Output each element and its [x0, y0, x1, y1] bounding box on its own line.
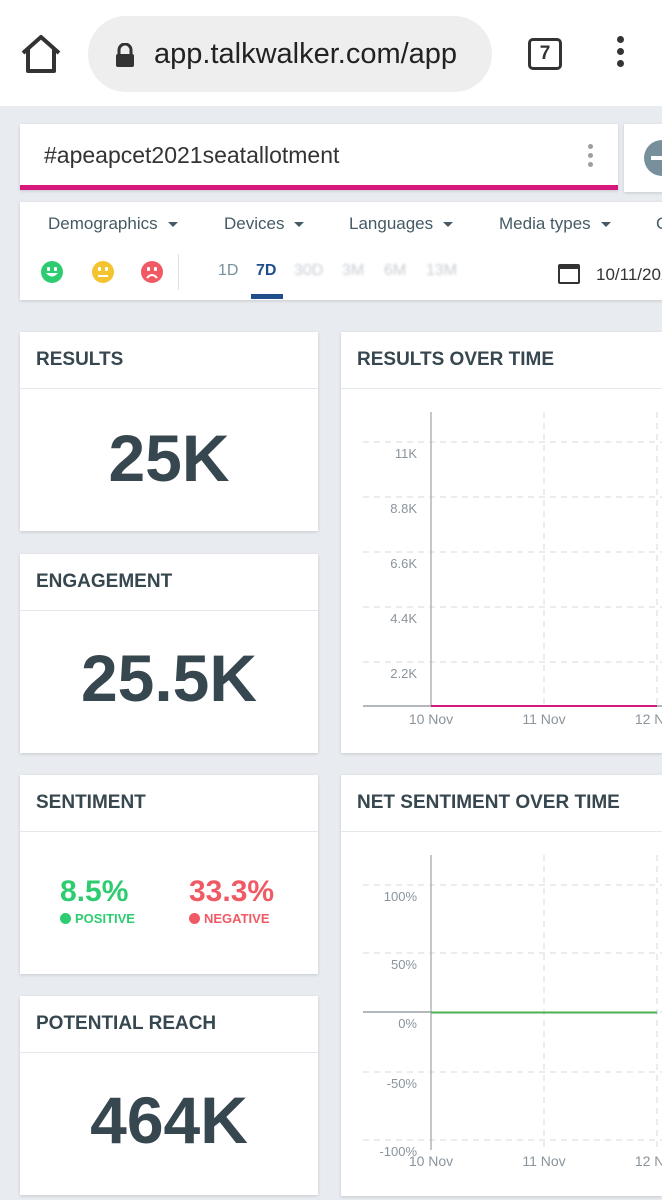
period-6m[interactable]: 6M — [384, 262, 407, 279]
search-query-text[interactable]: #apeapcet2021seatallotment — [44, 142, 340, 168]
results-title: RESULTS — [36, 349, 124, 370]
period-7d[interactable]: 7D — [256, 262, 277, 279]
engagement-value: 25.5K — [80, 641, 258, 715]
negative-value: 33.3% — [189, 875, 275, 908]
positive-label: POSITIVE — [60, 911, 135, 926]
lock-icon — [116, 43, 134, 67]
y-tick-label: -100% — [379, 1144, 417, 1159]
results-over-time-card: RESULTS OVER TIME 2.2K 4.4K 6.6K 8.8K 11K 10 … — [341, 332, 662, 753]
date-range[interactable]: 10/11/2021 — [596, 265, 662, 284]
period-1d[interactable]: 1D — [218, 262, 239, 279]
negative-face-icon[interactable] — [141, 261, 163, 283]
calendar-icon[interactable] — [558, 264, 580, 284]
potential-reach-card: POTENTIAL REACH 464K — [20, 996, 318, 1195]
positive-value: 8.5% — [60, 875, 129, 908]
results-chart-title: RESULTS OVER TIME — [357, 349, 555, 370]
reach-title: POTENTIAL REACH — [36, 1013, 217, 1034]
query-options-icon[interactable] — [588, 144, 596, 171]
y-tick-label: 4.4K — [390, 611, 417, 626]
search-query-card[interactable]: #apeapcet2021seatallotment — [20, 124, 618, 190]
y-tick-label: 2.2K — [390, 666, 417, 681]
period-13m[interactable]: 13M — [426, 262, 458, 279]
net-sentiment-over-time-card: NET SENTIMENT OVER TIME -100% -50% 0% 50% 10… — [341, 775, 662, 1196]
x-tick-label: 10 Nov — [409, 1153, 453, 1169]
y-tick-label: 0% — [398, 1016, 417, 1031]
browser-toolbar: app.talkwalker.com/app 7 — [0, 0, 662, 106]
chevron-down-icon — [443, 222, 454, 228]
add-icon — [644, 140, 662, 176]
y-tick-label: 100% — [384, 889, 418, 904]
y-tick-label: 11K — [395, 446, 417, 461]
filter-media-types[interactable]: Media types — [499, 214, 611, 234]
filter-demographics[interactable]: Demographics — [48, 214, 178, 234]
filter-devices[interactable]: Devices — [224, 214, 305, 234]
filter-more[interactable]: C — [656, 214, 662, 234]
chevron-down-icon — [167, 222, 178, 228]
positive-face-icon[interactable] — [41, 261, 63, 283]
results-value: 25K — [108, 421, 230, 495]
net-sentiment-chart-title: NET SENTIMENT OVER TIME — [357, 792, 620, 813]
negative-label: NEGATIVE — [189, 911, 270, 926]
add-query-button[interactable] — [624, 124, 662, 192]
engagement-title: ENGAGEMENT — [36, 571, 173, 592]
address-bar[interactable]: app.talkwalker.com/app — [88, 16, 492, 92]
y-tick-label: 6.6K — [390, 556, 417, 571]
active-period-indicator — [251, 294, 283, 299]
y-tick-label: 50% — [391, 957, 417, 972]
sentiment-card: SENTIMENT 8.5% POSITIVE 33.3% NEGATIVE — [20, 775, 318, 974]
filter-languages[interactable]: Languages — [349, 214, 454, 234]
x-tick-label: 11 Nov — [522, 1153, 565, 1169]
period-30d[interactable]: 30D — [294, 262, 324, 279]
chevron-down-icon — [600, 222, 611, 228]
more-vert-icon[interactable] — [612, 36, 628, 72]
filter-panel: Demographics Devices Languages Media typ… — [20, 202, 662, 300]
x-tick-label: 11 Nov — [522, 711, 565, 727]
y-tick-label: -50% — [387, 1076, 418, 1091]
neutral-face-icon[interactable] — [92, 261, 114, 283]
x-tick-label: 12 Nov — [635, 711, 662, 727]
y-tick-label: 8.8K — [390, 501, 417, 516]
x-tick-label: 12 Nov — [635, 1153, 662, 1169]
tabs-icon[interactable]: 7 — [528, 38, 562, 70]
x-tick-label: 10 Nov — [409, 711, 453, 727]
positive-face-icon — [60, 913, 71, 924]
net-sentiment-over-time-chart: -100% -50% 0% 50% 100% 10 Nov 11 Nov 12 Nov — [363, 855, 662, 1169]
url-text[interactable]: app.talkwalker.com/app — [154, 38, 458, 70]
chevron-down-icon — [294, 222, 305, 228]
results-card: RESULTS 25K — [20, 332, 318, 531]
results-over-time-chart: 2.2K 4.4K 6.6K 8.8K 11K 10 Nov 11 Nov 12 Nov — [363, 412, 662, 727]
period-3m[interactable]: 3M — [342, 262, 365, 279]
reach-value: 464K — [90, 1083, 248, 1157]
filter-divider — [178, 254, 179, 290]
sentiment-title: SENTIMENT — [36, 792, 146, 813]
negative-face-icon — [189, 913, 200, 924]
home-icon[interactable] — [20, 34, 62, 74]
engagement-card: ENGAGEMENT 25.5K — [20, 554, 318, 753]
